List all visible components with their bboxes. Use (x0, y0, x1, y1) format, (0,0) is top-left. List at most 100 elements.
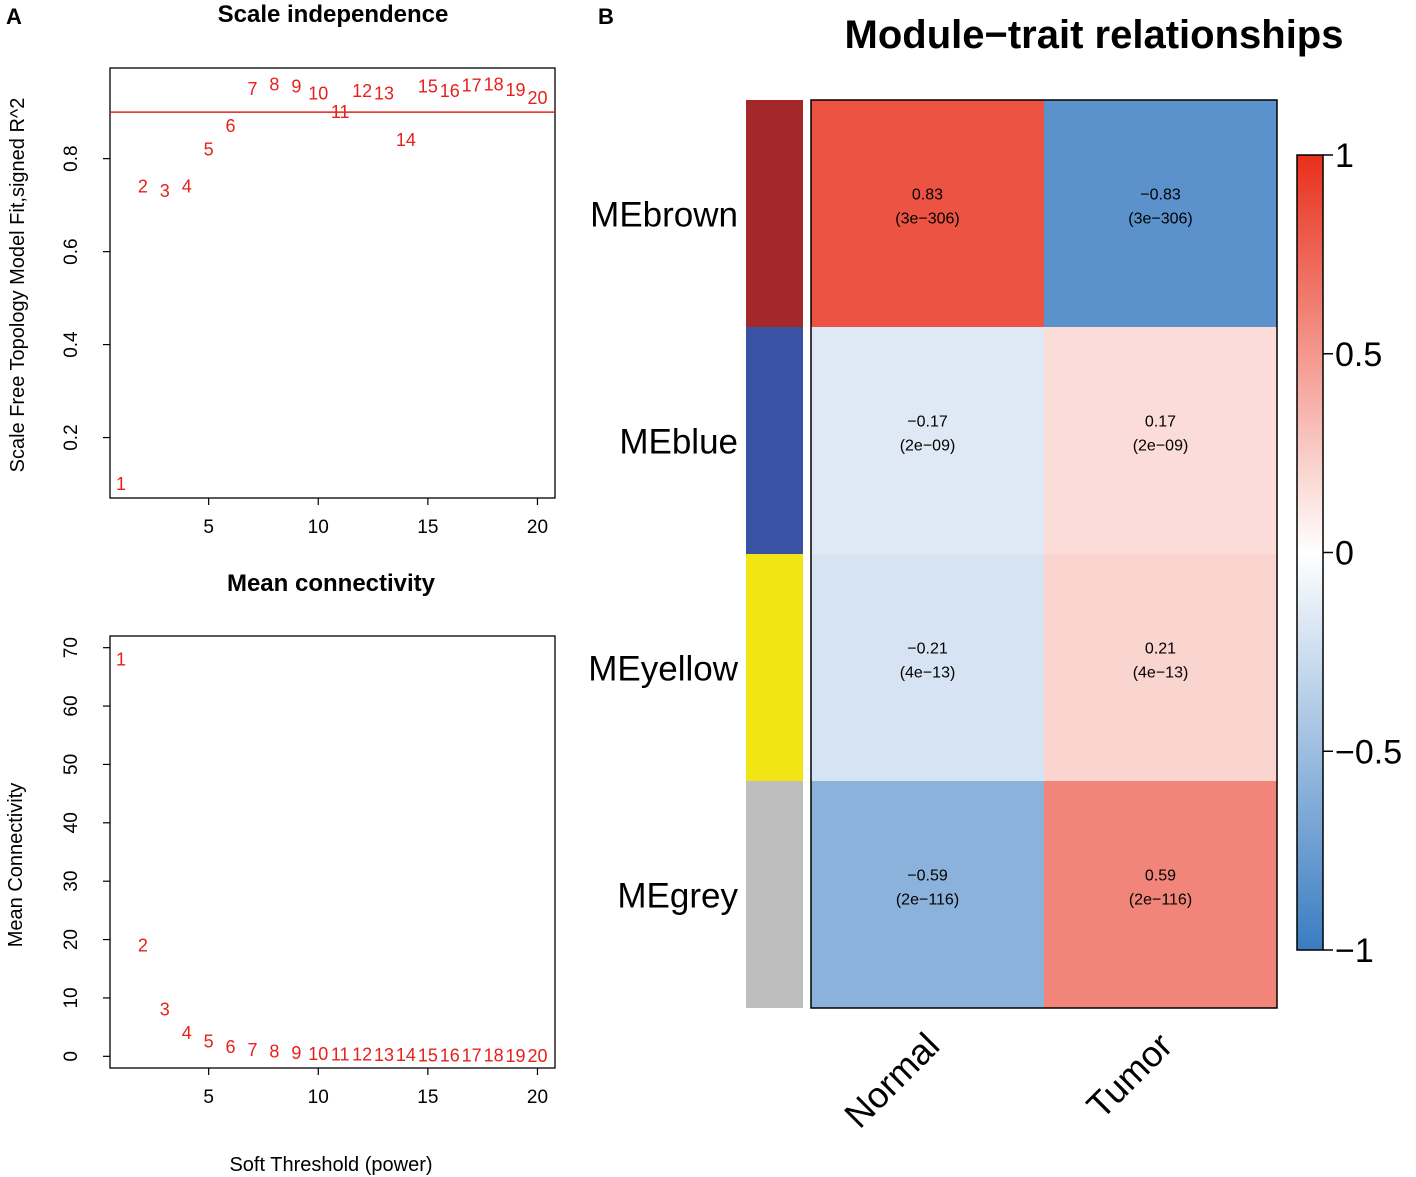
scale-independence-plot-frame (109, 67, 556, 499)
mean-connectivity-chart: Soft Threshold (power) Mean Connectivity… (5, 635, 556, 1176)
cell-correlation: 0.21 (1145, 641, 1176, 658)
mean-connectivity-y-tick-label: 10 (61, 987, 82, 1008)
cell-correlation: 0.83 (912, 187, 943, 204)
column-label-normal: Normal (836, 1025, 947, 1136)
row-label-meblue: MEblue (619, 423, 738, 462)
scale-independence-point-label: 20 (527, 88, 547, 108)
scale-independence-y-tick-label: 0.6 (61, 238, 82, 264)
scale-independence-chart: Scale independence Mean connectivity Sca… (7, 1, 556, 597)
mean-connectivity-point-label: 2 (138, 935, 148, 955)
mean-connectivity-point-label: 7 (247, 1040, 257, 1060)
mean-connectivity-point-label: 1 (116, 649, 126, 669)
heatmap-cell (811, 327, 1044, 554)
mean-connectivity-point-label: 3 (160, 1000, 170, 1020)
cell-p-value: (2e−116) (1129, 892, 1192, 909)
cell-p-value: (4e−13) (1133, 665, 1189, 682)
row-label-mebrown: MEbrown (590, 196, 738, 235)
mean-connectivity-point-label: 5 (204, 1032, 214, 1052)
mean-connectivity-ylabel: Mean Connectivity (5, 783, 27, 948)
mean-connectivity-point-label: 8 (269, 1042, 279, 1062)
scale-independence-point-label: 10 (308, 84, 328, 104)
mean-connectivity-point-label: 17 (462, 1046, 482, 1066)
colorbar-tick-label: −0.5 (1335, 733, 1402, 771)
mean-connectivity-y-tick-label: 40 (61, 812, 82, 833)
scale-independence-point-label: 3 (160, 181, 170, 201)
scale-independence-point-label: 11 (331, 102, 350, 122)
scale-independence-y-tick-label: 0.2 (61, 424, 82, 450)
cell-p-value: (3e−306) (895, 211, 960, 228)
scale-independence-title: Scale independence (218, 1, 449, 28)
scale-independence-point-label: 5 (204, 139, 214, 159)
cell-p-value: (2e−116) (896, 892, 959, 909)
scale-independence-point-label: 19 (506, 80, 526, 100)
scale-independence-point-label: 17 (462, 76, 482, 96)
scale-independence-point-label: 16 (440, 81, 460, 101)
mean-connectivity-y-tick-label: 50 (61, 754, 82, 775)
scale-independence-x-tick-label: 10 (308, 517, 329, 538)
heatmap-cell (811, 781, 1044, 1008)
panel-b-label: B (598, 4, 614, 29)
heatmap-cell (811, 554, 1044, 781)
mean-connectivity-point-label: 14 (396, 1045, 416, 1065)
scale-independence-x-tick-label: 20 (527, 517, 548, 538)
mean-connectivity-x-tick-label: 20 (527, 1087, 548, 1108)
mean-connectivity-x-tick-label: 10 (308, 1087, 329, 1108)
heatmap-frame (810, 99, 1278, 1009)
scale-independence-point-label: 14 (396, 130, 416, 150)
scale-independence-point-label: 15 (418, 77, 438, 97)
heatmap-cell (1044, 100, 1277, 327)
module-color-bar-meblue (746, 327, 803, 554)
scale-independence-ylabel: Scale Free Topology Model Fit,signed R^2 (7, 98, 29, 473)
scale-independence-y-tick-label: 0.4 (61, 331, 82, 358)
scale-independence-xlabel: Mean connectivity (227, 570, 436, 597)
mean-connectivity-point-label: 18 (484, 1046, 504, 1066)
column-label-tumor: Tumor (1079, 1025, 1181, 1127)
cell-p-value: (3e−306) (1128, 211, 1193, 228)
cell-correlation: −0.17 (907, 414, 948, 431)
mean-connectivity-y-tick-label: 0 (61, 1051, 82, 1062)
colorbar (1296, 154, 1324, 951)
scale-independence-point-label: 6 (226, 116, 236, 136)
row-label-meyellow: MEyellow (588, 650, 738, 689)
mean-connectivity-y-tick-label: 70 (61, 637, 82, 658)
mean-connectivity-x-tick-label: 15 (417, 1087, 438, 1108)
colorbar-tick-label: 1 (1335, 137, 1354, 175)
scale-independence-x-tick-label: 5 (203, 517, 214, 538)
mean-connectivity-point-label: 10 (308, 1044, 328, 1064)
cell-correlation: 0.17 (1145, 414, 1176, 431)
mean-connectivity-point-label: 4 (182, 1023, 192, 1043)
mean-connectivity-x-tick-label: 5 (203, 1087, 214, 1108)
cell-correlation: −0.21 (907, 641, 948, 658)
mean-connectivity-y-tick-label: 20 (61, 929, 82, 950)
heatmap-cell (1044, 554, 1277, 781)
scale-independence-point-label: 9 (291, 77, 301, 97)
scale-independence-point-label: 8 (269, 74, 279, 94)
mean-connectivity-point-label: 12 (352, 1045, 372, 1065)
module-trait-heatmap: Module−trait relationships MEbrown 0.83 (3… (588, 13, 1402, 1136)
module-color-bar-mebrown (746, 100, 803, 327)
heatmap-cell (1044, 781, 1277, 1008)
cell-p-value: (4e−13) (900, 665, 956, 682)
cell-p-value: (2e−09) (900, 438, 956, 455)
row-label-megrey: MEgrey (617, 877, 738, 916)
cell-correlation: −0.59 (907, 868, 948, 885)
scale-independence-point-label: 12 (352, 81, 372, 101)
mean-connectivity-point-label: 16 (440, 1045, 460, 1065)
cell-p-value: (2e−09) (1133, 438, 1189, 455)
module-color-bar-meyellow (746, 554, 803, 781)
scale-independence-x-tick-label: 15 (417, 517, 438, 538)
heatmap-cell (1044, 327, 1277, 554)
colorbar-tick-label: 0.5 (1335, 336, 1382, 374)
scale-independence-point-label: 2 (138, 177, 148, 197)
heatmap-cell (811, 100, 1044, 327)
mean-connectivity-point-label: 20 (527, 1046, 547, 1066)
mean-connectivity-xlabel: Soft Threshold (power) (229, 1154, 432, 1176)
scale-independence-point-label: 13 (374, 84, 394, 104)
module-color-bar-megrey (746, 781, 803, 1008)
scale-independence-point-label: 1 (116, 474, 126, 494)
scale-independence-point-label: 4 (182, 177, 192, 197)
mean-connectivity-plot-frame (109, 635, 556, 1069)
panel-a-label: A (6, 4, 22, 29)
scale-independence-point-label: 7 (247, 79, 257, 99)
